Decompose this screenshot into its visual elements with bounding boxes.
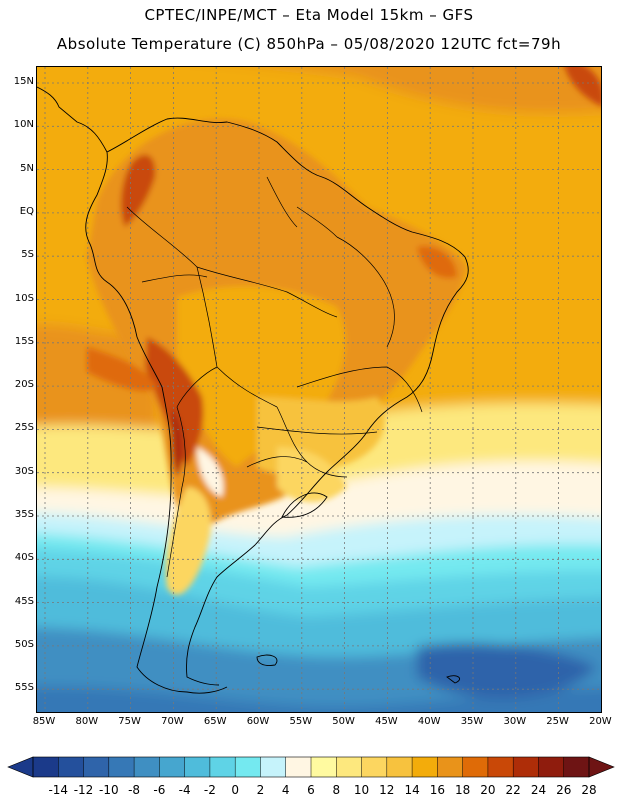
color-scale-label: 4: [281, 783, 290, 797]
color-scale-bar: [7, 756, 615, 778]
latitude-label: 45S: [14, 595, 34, 607]
color-scale-label: 26: [556, 783, 572, 797]
color-swatch: [361, 757, 388, 777]
color-scale-label: 12: [379, 783, 395, 797]
color-swatch: [311, 757, 337, 777]
latitude-label: 30S: [14, 465, 34, 477]
color-scale-high-end: [588, 756, 615, 778]
latitude-label: 10S: [14, 292, 34, 304]
latitude-label: 35S: [14, 509, 34, 520]
temperature-map: [36, 66, 602, 713]
temperature-map-canvas: [37, 67, 601, 712]
latitude-label: 15S: [14, 335, 34, 347]
map-title-line-2: Absolute Temperature (C) 850hPa – 05/08/…: [56, 35, 562, 53]
color-swatch: [412, 757, 438, 777]
longitude-label: 20W: [589, 716, 612, 727]
continent-shading: [87, 67, 601, 595]
latitude-label: 40S: [14, 552, 34, 564]
color-swatch: [336, 757, 362, 777]
longitude-label: 30W: [503, 716, 527, 727]
color-scale-label: -8: [128, 783, 141, 797]
color-scale-label: 28: [581, 783, 597, 797]
longitude-label: 60W: [246, 716, 270, 727]
color-scale-label: -10: [99, 783, 119, 797]
latitude-label: 55S: [14, 682, 34, 694]
longitude-label: 35W: [460, 716, 484, 727]
latitude-label: 5N: [20, 162, 34, 174]
color-scale-label: 10: [353, 783, 370, 797]
color-scale-label: 8: [332, 783, 341, 797]
longitude-label: 40W: [417, 716, 441, 727]
longitude-label: 55W: [289, 716, 313, 727]
color-scale-label: 14: [404, 783, 420, 797]
latitude-label: 50S: [14, 638, 34, 650]
color-swatch: [563, 757, 590, 777]
color-scale-label: 20: [480, 783, 496, 797]
color-swatch: [184, 757, 211, 777]
color-scale-label: 2: [256, 783, 265, 797]
coastlines: [37, 86, 469, 694]
color-scale-label: 22: [505, 783, 521, 797]
color-swatch: [513, 757, 539, 777]
color-swatch: [83, 757, 110, 777]
color-swatch: [260, 757, 287, 777]
latitude-label: 5S: [21, 249, 34, 261]
latitude-label: EQ: [19, 205, 34, 217]
color-swatch: [285, 757, 312, 777]
color-scale-label: -12: [73, 783, 94, 797]
longitude-label: 85W: [32, 716, 56, 727]
latitude-label: 20S: [14, 379, 34, 391]
color-swatch: [538, 757, 565, 777]
color-scale-label: -2: [203, 783, 216, 797]
color-scale-low-end: [7, 756, 34, 778]
color-scale-label: -6: [153, 783, 166, 797]
country-borders: [126, 176, 423, 578]
longitude-label: 65W: [203, 716, 227, 727]
color-scale-label: -14: [48, 783, 69, 797]
color-scale-label: 6: [307, 783, 315, 797]
latitude-label: 10N: [13, 119, 34, 131]
map-gridlines: [37, 67, 601, 712]
color-swatch: [437, 757, 463, 777]
color-scale-label: 0: [231, 783, 239, 797]
color-swatch: [209, 757, 236, 777]
color-swatch: [386, 757, 413, 777]
color-scale-label: -4: [178, 783, 191, 797]
color-swatch: [108, 757, 135, 777]
color-scale-label: 18: [454, 783, 471, 797]
longitude-label: 70W: [161, 716, 184, 727]
color-swatch: [58, 757, 84, 777]
color-swatch: [33, 757, 59, 777]
map-title-line-1: CPTEC/INPE/MCT – Eta Model 15km – GFS: [144, 6, 474, 24]
latitude-label: 25S: [14, 422, 34, 434]
color-scale-label: 24: [530, 783, 547, 797]
color-swatch: [134, 757, 160, 777]
longitude-label: 75W: [118, 716, 141, 727]
color-swatch: [487, 757, 514, 777]
color-swatch: [235, 757, 261, 777]
longitude-label: 50W: [332, 716, 355, 727]
longitude-label: 25W: [546, 716, 569, 727]
longitude-label: 80W: [75, 716, 99, 727]
latitude-label: 15N: [13, 76, 34, 87]
color-swatch: [159, 757, 185, 777]
color-scale-label: 16: [429, 783, 445, 797]
color-swatch: [462, 757, 489, 777]
longitude-label: 45W: [375, 716, 398, 727]
